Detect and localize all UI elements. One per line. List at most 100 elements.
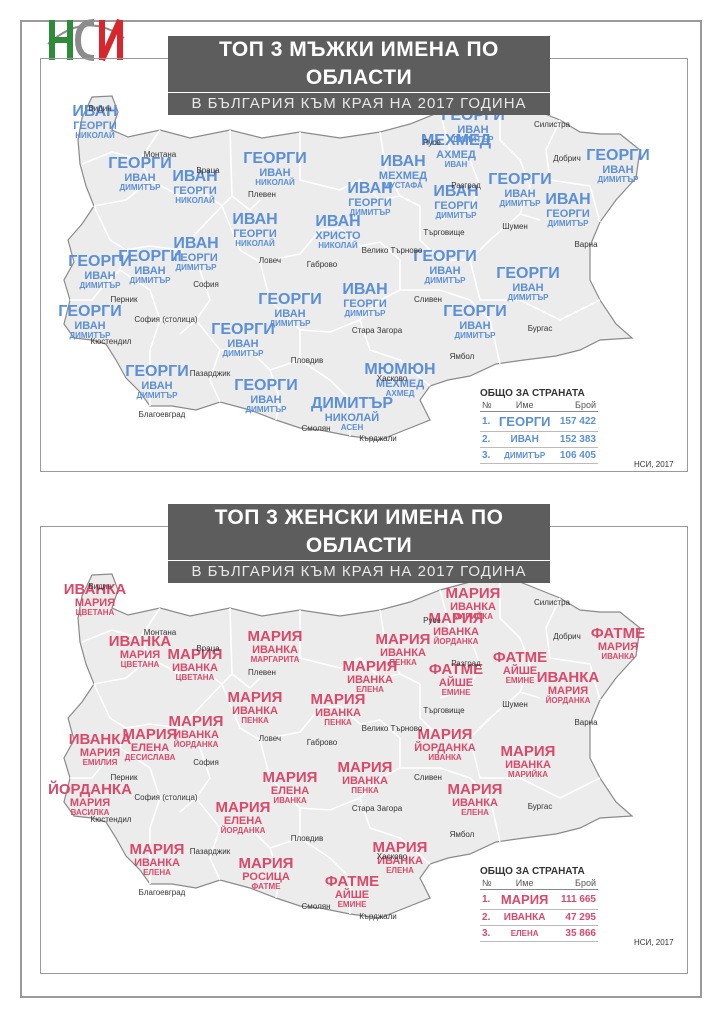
region-name-rank-3: ЕМИНЕ [337,900,367,910]
city-label: Хасково [376,374,408,383]
region-name-rank-1: ИВАНКА [536,669,600,686]
city-label: Стара Загора [351,804,403,813]
source-credit: НСИ, 2017 [634,460,674,469]
totals-count: 157 422 [554,411,598,432]
totals-name: ДИМИТЪР [494,447,555,464]
region-names: МАРИЯ ИВАНКА ПЕНКА [228,690,283,726]
source-credit: НСИ, 2017 [634,938,674,947]
region-names: ИВАНКА МАРИЯ ЦВЕТАНА [64,582,127,618]
region-name-rank-2: ГЕОРГИ [348,196,392,209]
region-names: ГЕОРГИ ИВАН ДИМИТЪР [68,253,131,291]
region-name-rank-1: МЕХМЕД [420,132,492,149]
region-name-rank-3: ДИМИТЪР [597,175,639,185]
region-name-rank-2: ГЕОРГИ [343,297,387,310]
city-label: Велико Търново [361,246,423,255]
region-name-rank-1: МАРИЯ [238,855,294,872]
totals-rank: 1. [480,411,495,432]
city-label: Варна [574,718,598,727]
region-name-rank-1: МАРИЯ [417,726,473,743]
totals-rank: 1. [480,889,496,910]
totals-row: 2. ИВАНКА 47 295 [480,909,598,926]
region-name-rank-2: ИВАН [457,123,489,136]
region-names: МАРИЯ ИВАНКА ПЕНКА [311,692,366,728]
region-names: ГЕОРГИ ИВАН ДИМИТЪР [58,303,122,341]
region-name-rank-3: ЕМИЛИЯ [82,758,118,768]
city-label: Добрич [553,632,581,641]
city-label: Монтана [143,628,177,637]
totals-row: 1. МАРИЯ 111 665 [480,889,598,910]
region-name-rank-1: МАРИЯ [428,610,484,627]
region-border [139,607,161,639]
region-name-rank-1: ГЕОРГИ [443,303,507,320]
female-title: ТОП 3 ЖЕНСКИ ИМЕНА ПО ОБЛАСТИ [168,504,550,560]
city-label: Добрич [553,154,581,163]
region-names: ИВАНКА МАРИЯ ЦВЕТАНА [109,634,172,670]
city-label: Велико Търново [361,724,423,733]
region-name-rank-2: ХРИСТО [315,229,361,242]
city-label: Шумен [502,700,528,709]
region-border [160,319,301,371]
region-names: МАРИЯ ИВАНКА МАРГАРИТА [248,629,303,665]
country-totals-table: ОБЩО ЗА СТРАНАТА № Име Брой 1. МАРИЯ 111 665 2.… [480,866,600,942]
city-label: Шумен [502,222,528,231]
region-names: ИВАН ХРИСТО НИКОЛАЙ [315,213,361,251]
totals-header-cell: Име [495,877,554,890]
region-names: ГЕОРГИ ИВАН НИКОЛАЙ [243,150,306,188]
region-name-rank-2: АЙШЕ [438,676,474,689]
totals-count: 152 383 [554,431,598,448]
region-name-rank-1: ФАТМЕ [324,873,380,890]
region-name-rank-1: МАРИЯ [247,628,303,645]
region-name-rank-2: ЕЛЕНА [130,741,170,754]
region-name-rank-1: МАРИЯ [337,759,393,776]
totals-name: МАРИЯ [495,889,554,910]
city-label: Бургас [527,802,553,811]
totals-count: 47 295 [553,909,598,926]
region-name-rank-3: ДИМИТЪР [269,319,311,329]
region-border [299,808,351,914]
region-name-rank-1: МАРИЯ [262,769,318,786]
city-label: Смолян [301,424,331,433]
region-name-rank-3: МАРИЙКА [508,770,548,780]
region-names: ГЕОРГИ ИВАН ДИМИТЪР [125,363,188,401]
region-name-rank-1: ИВАН [232,211,278,228]
region-names: ЙОРДАНКА МАРИЯ ВАСИЛКА [48,782,132,818]
region-border [209,827,221,881]
region-name-rank-3: НИКОЛАЙ [175,196,215,206]
city-label: Враца [196,644,220,653]
region-name-rank-1: ГЕОРГИ [118,248,182,265]
city-label: Бургас [527,324,553,333]
region-name-rank-1: ИВАН [173,235,219,252]
region-name-rank-1: ГЕОРГИ [58,303,122,320]
city-label: Кърджали [359,912,397,921]
region-name-rank-1: МАРИЯ [122,726,178,743]
region-names: МАРИЯ ИВАНКА ЦВЕТАНА [168,647,223,683]
region-name-rank-1: ДИМИТЪР [310,395,394,412]
region-names: МАРИЯ РОСИЦА ФАТМЕ [239,856,294,892]
region-name-rank-2: ИВАНКА [347,673,393,686]
region-name-rank-3: ДИМИТЪР [424,276,466,286]
region-name-rank-2: ГЕОРГИ [73,119,117,132]
city-label: Стара Загора [351,326,403,335]
region-name-rank-1: МАРИЯ [445,585,501,602]
male-title: ТОП 3 МЪЖКИ ИМЕНА ПО ОБЛАСТИ [168,36,550,92]
region-names: ГЕОРГИ ИВАН ДИМИТЪР [118,248,182,286]
region-name-rank-3: ЙОРДАНКА [433,637,479,647]
region-name-rank-2: ИВАН [459,319,491,332]
city-label: Враца [196,166,220,175]
city-label: Габрово [306,260,338,269]
region-name-rank-2: ИВАН [602,163,634,176]
region-name-rank-2: ИВАН [227,337,259,350]
region-names: МАРИЯ ИВАНКА МАРИЙКА [501,744,556,780]
region-name-rank-1: МАРИЯ [227,689,283,706]
region-name-rank-3: ЙОРДАНКА [220,826,266,836]
male-title-block: ТОП 3 МЪЖКИ ИМЕНА ПО ОБЛАСТИ В БЪЛГАРИЯ … [168,36,550,115]
region-border [179,683,223,729]
region-name-rank-3: ДЕСИСЛАВА [124,753,176,763]
city-label: Русе [423,138,441,147]
region-name-rank-3: ЦВЕТАНА [120,660,160,670]
region-name-rank-2: АЙШЕ [502,664,538,677]
logo-letter-n [49,20,73,60]
region-border [229,607,233,675]
region-name-rank-3: НИКОЛАЙ [255,178,295,188]
region-border [469,737,601,799]
